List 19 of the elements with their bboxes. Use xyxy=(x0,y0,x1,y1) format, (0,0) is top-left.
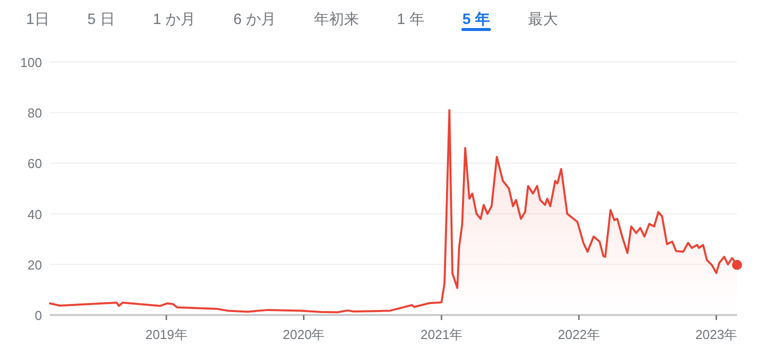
text: 6 か月 xyxy=(233,11,276,28)
text: 1 か月 xyxy=(152,11,196,28)
y-tick-label: 40 xyxy=(28,206,42,222)
y-tick-label: 100 xyxy=(20,55,42,70)
y-tick-label: 60 xyxy=(28,156,42,172)
y-tick-label: 80 xyxy=(28,106,42,121)
y-tick-label: 0 xyxy=(34,308,42,323)
x-tick-label: 2019年 xyxy=(145,327,188,342)
x-tick-label: 2021年 xyxy=(420,327,462,342)
x-tick-label: 2022年 xyxy=(558,327,600,342)
text: 5 日 xyxy=(87,11,115,28)
y-tick-label: 20 xyxy=(28,257,42,272)
text: 最大 xyxy=(528,11,558,28)
text: 1 年 xyxy=(396,11,424,28)
x-tick-label: 2023年 xyxy=(695,327,738,342)
x-tick-label: 2020年 xyxy=(282,327,325,342)
text: 5 年 xyxy=(462,11,490,28)
text: 1日 xyxy=(26,11,50,28)
text: 年初来 xyxy=(314,11,359,28)
